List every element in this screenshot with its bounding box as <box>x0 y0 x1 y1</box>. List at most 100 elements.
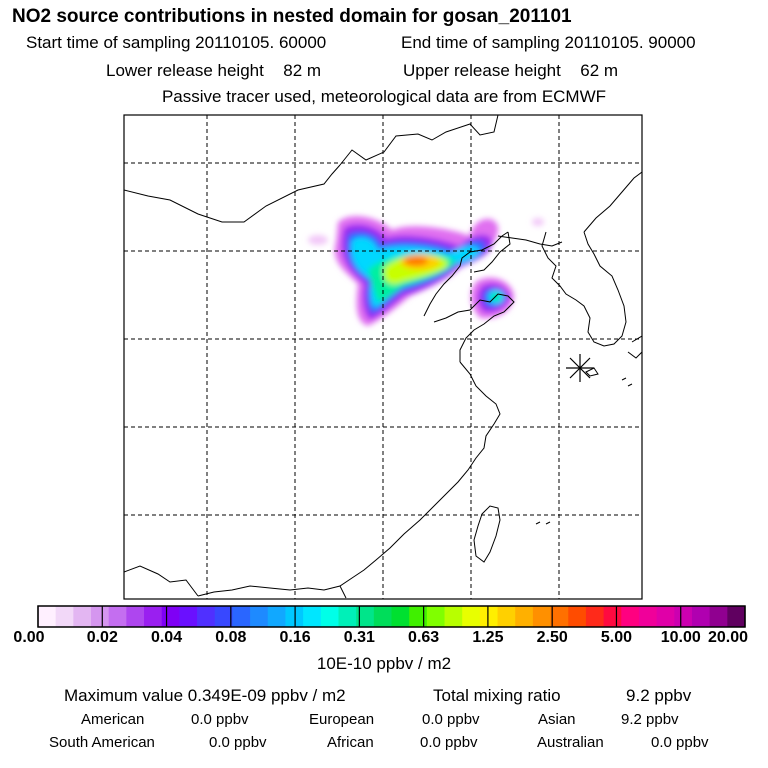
colorbar-swatch <box>709 606 728 627</box>
total-mixing-value: 9.2 ppbv <box>626 686 692 705</box>
source-american-value: 0.0 ppbv <box>191 711 249 728</box>
max-value-number: 0.349E-09 ppbv / m2 <box>187 686 346 705</box>
receptor-marker-icon <box>566 354 594 382</box>
colorbar-swatch <box>497 606 516 627</box>
source-african-value: 0.0 ppbv <box>420 734 478 751</box>
source-south-american: South American <box>49 734 155 751</box>
border-korea <box>497 235 563 247</box>
source-european: European <box>309 711 375 728</box>
coastlines <box>124 115 642 599</box>
source-australian-value: 0.0 ppbv <box>651 734 709 751</box>
gridlines <box>124 115 642 599</box>
max-value: Maximum value 0.349E-09 ppbv / m2 <box>64 686 346 706</box>
max-value-label: Maximum value <box>64 686 184 705</box>
source-european-value: 0.0 ppbv <box>422 711 480 728</box>
plume-halo-w <box>308 235 328 245</box>
colorbar-label: 2.50 <box>536 629 568 646</box>
colorbar-swatch <box>267 606 286 627</box>
colorbar-swatch <box>126 606 145 627</box>
colorbar-swatch <box>250 606 269 627</box>
colorbar-swatch <box>55 606 74 627</box>
colorbar-label: 0.00 <box>13 629 45 646</box>
colorbar-swatch <box>338 606 357 627</box>
source-south-american-value: 0.0 ppbv <box>209 734 267 751</box>
colorbar-swatch <box>409 606 428 627</box>
upper-release-height: Upper release height 62 m <box>403 61 618 81</box>
colorbar-swatch <box>73 606 92 627</box>
start-time-label: Start time of sampling <box>26 33 191 52</box>
colorbar-swatch <box>91 606 110 627</box>
concentration-plume <box>308 216 544 326</box>
colorbar-swatch <box>674 606 693 627</box>
colorbar-swatch <box>232 606 251 627</box>
colorbar-swatch <box>727 606 746 627</box>
island-jeju <box>585 367 599 377</box>
colorbar-frame <box>37 605 746 628</box>
colorbar-label: 20.00 <box>707 629 749 646</box>
source-asian: Asian <box>538 711 576 728</box>
colorbar-unit: 10E-10 ppbv / m2 <box>316 654 452 673</box>
colorbar-swatch <box>197 606 216 627</box>
colorbar-swatch <box>144 606 163 627</box>
colorbar-label: 0.63 <box>408 629 440 646</box>
source-african: African <box>327 734 374 751</box>
islets-2 <box>535 521 551 525</box>
lower-release-height: Lower release height 82 m <box>106 61 321 81</box>
coast-shandong <box>433 293 515 362</box>
border-south <box>124 565 199 597</box>
source-asian-value: 9.2 ppbv <box>621 711 679 728</box>
colorbar-swatch <box>179 606 198 627</box>
colorbar-label: 1.25 <box>472 629 504 646</box>
coast-bohai <box>423 231 509 317</box>
colorbar-swatch <box>691 606 711 627</box>
plume-core <box>404 256 428 266</box>
colorbar-swatch <box>621 606 640 627</box>
upper-release-label: Upper release height <box>403 61 561 80</box>
border-north <box>339 115 499 166</box>
border-south-2 <box>339 585 347 599</box>
colorbar-swatch <box>320 606 339 627</box>
colorbar-swatch <box>656 606 675 627</box>
colorbar-swatch <box>373 606 392 627</box>
source-australian: Australian <box>537 734 604 751</box>
total-mixing-label: Total mixing ratio <box>433 686 561 705</box>
colorbar-swatch <box>161 606 180 627</box>
end-time-value: 20110105. 90000 <box>564 33 696 52</box>
colorbar-swatch <box>426 606 446 627</box>
colorbar-swatch <box>356 606 375 627</box>
colorbar-label: 0.02 <box>86 629 118 646</box>
source-american: American <box>81 711 145 728</box>
colorbar-swatch <box>303 606 322 627</box>
islets-1 <box>621 377 633 387</box>
island-taiwan <box>473 505 501 563</box>
colorbar-label: 10.00 <box>660 629 701 646</box>
lower-release-label: Lower release height <box>106 61 264 80</box>
colorbar-label: 5.00 <box>600 629 633 646</box>
plume-halo-e <box>532 218 544 226</box>
total-mixing: Total mixing ratio 9.2 ppbv <box>433 686 691 706</box>
colorbar-swatch <box>214 606 233 627</box>
colorbar-swatch <box>515 606 534 627</box>
colorbar <box>37 605 746 628</box>
colorbar-swatch <box>638 606 658 627</box>
coast-korea-north <box>583 171 642 233</box>
colorbar-swatch <box>391 606 410 627</box>
colorbar-swatch <box>550 606 569 627</box>
coast-liaodong <box>473 231 511 273</box>
start-time: Start time of sampling 20110105. 60000 <box>26 33 326 53</box>
colorbar-swatch <box>585 606 605 627</box>
colorbar-swatch <box>603 606 622 627</box>
colorbar-swatch <box>479 606 499 627</box>
colorbar-label: 0.31 <box>343 629 375 646</box>
colorbar-label: 0.16 <box>279 629 311 646</box>
border-mongolia <box>124 164 341 223</box>
colorbar-label: 0.04 <box>150 629 183 646</box>
colorbar-swatch <box>462 606 481 627</box>
end-time-label: End time of sampling <box>401 33 560 52</box>
start-time-value: 20110105. 60000 <box>195 33 327 52</box>
lower-release-value: 82 m <box>283 61 322 80</box>
colorbar-label: 0.08 <box>215 629 247 646</box>
colorbar-swatch <box>108 606 127 627</box>
colorbar-swatch <box>38 606 57 627</box>
